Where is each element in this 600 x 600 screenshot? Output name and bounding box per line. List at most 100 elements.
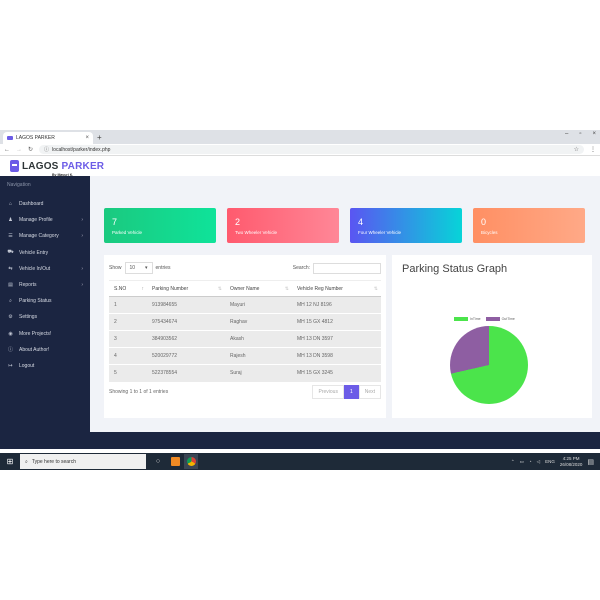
time: 4:25 PM <box>562 455 580 461</box>
taskbar-search[interactable]: ⌕ Type here to search <box>20 454 146 469</box>
clock[interactable]: 4:25 PM 26/08/2020 <box>560 456 583 468</box>
entries-select[interactable]: 10 ▾ <box>124 262 153 274</box>
sidebar-item-label: More Projects! <box>19 330 52 337</box>
forward-icon[interactable]: → <box>16 146 22 153</box>
sidebar-item-dashboard[interactable]: ⌂ Dashboard <box>0 196 90 212</box>
sidebar-item-label: Vehicle In/Out <box>19 265 51 272</box>
home-icon: ⌂ <box>8 201 13 208</box>
sidebar-item-about-author[interactable]: ⓘ About Author! <box>0 342 90 358</box>
url-text: localhost/parker/index.php <box>52 146 111 153</box>
battery-icon[interactable]: ▭ <box>519 458 524 464</box>
tab-close-icon[interactable]: × <box>85 135 89 141</box>
favicon-icon <box>7 136 13 140</box>
logo[interactable]: LAGOS PARKER <box>22 161 104 172</box>
logo-main: LAGOS <box>22 160 59 172</box>
windows-start-icon[interactable]: ⊞ <box>6 457 14 466</box>
sidebar-item-label: Dashboard <box>19 201 44 208</box>
cell: Mayuri <box>225 296 292 314</box>
table-row: 3 384903562 Akash MH 13 DN 3597 <box>109 330 381 348</box>
info-icon: ⓘ <box>7 347 13 354</box>
sidebar-item-manage-profile[interactable]: ♟ Manage Profile › <box>0 212 90 228</box>
col-sno[interactable]: S.NO ↑ <box>109 280 147 297</box>
show-label: Show <box>109 265 122 271</box>
sidebar-item-settings[interactable]: ⚙ Settings <box>0 309 90 325</box>
browser-tab[interactable]: LAGOS PARKER × <box>3 132 93 144</box>
sort-icon: ↑ <box>141 285 145 292</box>
table-row: 1 913984655 Mayuri MH 12 NJ 8196 <box>109 296 381 314</box>
vehicle-table-panel: Show 10 ▾ entries Search: S.NO ↑ Parking Nu… <box>104 255 386 418</box>
legend-intime[interactable]: InTime <box>454 317 481 322</box>
logo-icon <box>10 160 19 172</box>
tab-title: LAGOS PARKER <box>16 135 55 141</box>
cell: MH 15 GX 3245 <box>292 364 381 382</box>
sidebar-item-parking-status[interactable]: ⌕ Parking Status <box>0 293 90 309</box>
windows-taskbar: ⊞ ⌕ Type here to search ○ ⌃ ▭ ◔ ◁ ENG 4:2… <box>0 453 600 470</box>
nav-heading: Navigation <box>7 182 31 188</box>
notifications-icon[interactable]: ▤ <box>587 458 594 466</box>
cell: MH 13 DN 3597 <box>292 330 381 348</box>
logout-icon: ↦ <box>8 362 13 369</box>
user-icon: ♟ <box>8 217 13 224</box>
exchange-icon: ⇆ <box>8 265 13 272</box>
sidebar-item-vehicle-entry[interactable]: ⛟ Vehicle Entry <box>0 245 90 261</box>
search-input[interactable] <box>313 262 381 274</box>
search-label: Search: <box>292 265 310 271</box>
network-icon[interactable]: ◔ <box>528 459 532 464</box>
search-icon: ⌕ <box>9 298 12 305</box>
screen: LAGOS PARKER × + – ▫ × ← → ↻ ⓘ localhost… <box>0 130 600 470</box>
pie-chart[interactable] <box>450 326 528 404</box>
xampp-app-icon[interactable] <box>168 454 182 469</box>
sidebar-item-more-projects[interactable]: ◉ More Projects! <box>0 326 90 342</box>
sidebar-item-logout[interactable]: ↦ Logout <box>0 358 90 374</box>
cell: MH 12 NJ 8196 <box>292 296 381 314</box>
sidebar-item-vehicle-in-out[interactable]: ⇆ Vehicle In/Out › <box>0 261 90 277</box>
col-label: Parking Number <box>152 285 189 292</box>
bookmark-star-icon[interactable]: ☆ <box>573 147 579 153</box>
language-indicator[interactable]: ENG <box>545 459 555 464</box>
sidebar-item-reports[interactable]: ▤ Reports › <box>0 277 90 293</box>
menu-kebab-icon[interactable]: ⋮ <box>590 147 596 153</box>
url-field[interactable]: ⓘ localhost/parker/index.php ☆ <box>39 145 584 154</box>
previous-button[interactable]: Previous <box>312 384 344 399</box>
sidebar-item-label: Reports <box>19 282 37 289</box>
legend-outtime[interactable]: OutTime <box>485 317 515 322</box>
stat-cards: 7 Parked Vehicle 2 Two Wheeler Vehicle 4 Fo… <box>104 208 592 243</box>
sidebar-item-label: Manage Profile <box>19 217 53 224</box>
reload-icon[interactable]: ↻ <box>28 147 34 153</box>
date: 26/08/2020 <box>559 461 583 467</box>
chrome-app-icon[interactable] <box>184 454 198 469</box>
card-label: Four Wheeler Vehicle <box>358 230 402 235</box>
col-vehicle-reg[interactable]: Vehicle Reg Number ⇅ <box>292 280 381 297</box>
next-button[interactable]: Next <box>358 384 381 399</box>
chevron-right-icon: › <box>81 282 83 289</box>
cortana-icon[interactable]: ○ <box>155 458 161 465</box>
info-icon[interactable]: ⓘ <box>44 147 50 153</box>
search-icon: ⌕ <box>25 458 28 465</box>
restore-button[interactable]: ▫ <box>579 131 582 137</box>
minimize-button[interactable]: – <box>565 131 569 137</box>
sidebar-item-label: Manage Category <box>19 233 59 240</box>
new-tab-button[interactable]: + <box>97 133 102 142</box>
sort-icon: ⇅ <box>373 285 378 292</box>
table-row: 5 522378554 Suraj MH 15 GX 3245 <box>109 364 381 382</box>
col-label: Owner Name <box>230 285 260 292</box>
sidebar-item-manage-category[interactable]: ☰ Manage Category › <box>0 228 90 244</box>
volume-icon[interactable]: ◁ <box>536 458 541 464</box>
col-parking-number[interactable]: Parking Number ⇅ <box>147 280 225 297</box>
cell: MH 13 DN 3598 <box>292 347 381 365</box>
taskbar-search-placeholder: Type here to search <box>31 458 77 465</box>
card-label: Parked Vehicle <box>112 230 143 235</box>
page-1-button[interactable]: 1 <box>343 384 359 399</box>
card-label: Bicycles <box>481 230 498 235</box>
sidebar-item-label: Vehicle Entry <box>19 249 49 256</box>
car-icon: ⛟ <box>7 249 14 256</box>
legend-swatch <box>454 317 468 322</box>
back-icon[interactable]: ← <box>4 146 10 153</box>
app-header: LAGOS PARKER By Mayuri K. <box>0 156 600 177</box>
col-owner-name[interactable]: Owner Name ⇅ <box>225 280 292 297</box>
chart-legend: InTime OutTime <box>454 317 515 322</box>
close-window-button[interactable]: × <box>592 131 596 137</box>
tray-chevron-up-icon[interactable]: ⌃ <box>510 458 515 464</box>
graph-title: Parking Status Graph <box>402 263 508 275</box>
page-footer <box>0 432 600 449</box>
